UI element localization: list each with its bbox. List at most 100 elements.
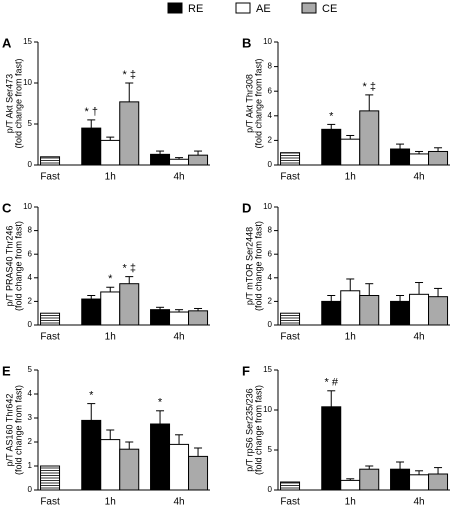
annotation: * ‡ (123, 263, 136, 275)
y-tick-label: 8 (268, 226, 273, 235)
baseline-bar (40, 312, 61, 326)
y-tick-label: 1 (28, 461, 33, 470)
bar (321, 300, 342, 326)
legend-label: CE (322, 3, 337, 15)
y-axis-label: p/T PRAS40 Thr246 (4, 226, 14, 307)
legend-swatch (235, 2, 251, 14)
y-tick-label: 0 (268, 485, 273, 494)
y-tick-label: 2 (28, 297, 33, 306)
legend-swatch (301, 2, 317, 14)
x-tick-label: 4h (173, 497, 184, 508)
x-tick-label: Fast (40, 172, 60, 183)
y-axis-label: (fold change from fast) (253, 385, 263, 475)
y-tick-label: 5 (28, 365, 33, 374)
y-axis-label: p/T AS160 Thr642 (4, 394, 14, 467)
y-tick-label: 4 (268, 111, 273, 120)
bar (340, 138, 361, 166)
bar (188, 455, 209, 491)
y-tick-label: 8 (268, 62, 273, 71)
y-tick-label: 10 (263, 202, 272, 211)
bar (188, 310, 209, 326)
bar (428, 473, 449, 491)
bar (428, 150, 449, 166)
x-tick-label: Fast (280, 332, 300, 343)
bar (119, 448, 140, 491)
y-tick-label: 5 (268, 445, 273, 454)
y-axis-label: p/T mTOR Ser2448 (244, 227, 254, 305)
y-tick-label: 3 (28, 413, 33, 422)
annotation: * † (85, 106, 98, 118)
annotation: * (108, 273, 113, 285)
baseline-bar (280, 152, 301, 166)
panel-letter: D (242, 200, 251, 215)
bar (119, 283, 140, 326)
legend-label: RE (188, 3, 203, 15)
x-tick-label: 4h (413, 497, 424, 508)
y-tick-label: 0 (268, 320, 273, 329)
baseline-bar (40, 156, 61, 166)
y-axis-label: p/T Akt Thr308 (244, 74, 254, 133)
bar (150, 423, 171, 491)
y-tick-label: 8 (28, 226, 33, 235)
y-tick-label: 10 (263, 405, 272, 414)
y-tick-label: 6 (268, 249, 273, 258)
y-tick-label: 10 (263, 37, 272, 46)
bar (169, 158, 190, 166)
panel-letter: B (242, 35, 251, 50)
panel-letter: E (2, 363, 11, 378)
baseline-bar (280, 481, 301, 491)
x-tick-label: 4h (413, 172, 424, 183)
y-tick-label: 15 (263, 365, 272, 374)
y-tick-label: 2 (28, 437, 33, 446)
y-axis-label: p/T Akt Ser473 (4, 74, 14, 133)
y-tick-label: 2 (268, 297, 273, 306)
x-tick-label: 1h (105, 497, 116, 508)
annotation: * ‡ (363, 81, 376, 93)
y-tick-label: 6 (28, 249, 33, 258)
annotation: * (329, 110, 334, 122)
y-axis-label: p/T rpS6 Ser235/236 (244, 388, 254, 471)
annotation: * (158, 397, 163, 409)
legend-swatch (167, 2, 183, 14)
bar (150, 153, 171, 166)
bar (188, 154, 209, 166)
bar (359, 295, 380, 326)
x-tick-label: 1h (105, 332, 116, 343)
bar (150, 309, 171, 326)
x-tick-label: 1h (105, 172, 116, 183)
bar (428, 296, 449, 326)
y-tick-label: 6 (268, 86, 273, 95)
y-tick-label: 0 (268, 160, 273, 169)
y-tick-label: 4 (268, 273, 273, 282)
bar (100, 139, 121, 166)
bar (340, 479, 361, 491)
bar (340, 290, 361, 326)
y-tick-label: 0 (28, 320, 33, 329)
x-tick-label: 1h (345, 497, 356, 508)
bar (81, 127, 102, 166)
bar (100, 439, 121, 491)
bar (321, 406, 342, 491)
x-tick-label: Fast (40, 332, 60, 343)
x-tick-label: 4h (413, 332, 424, 343)
x-tick-label: 4h (173, 332, 184, 343)
y-tick-label: 10 (23, 202, 32, 211)
y-tick-label: 4 (28, 273, 33, 282)
y-tick-label: 4 (28, 389, 33, 398)
annotation: * ‡ (123, 69, 136, 81)
y-tick-label: 10 (23, 78, 32, 87)
x-tick-label: 1h (345, 172, 356, 183)
bar (409, 293, 430, 326)
annotation: * # (325, 377, 339, 389)
bar (169, 311, 190, 326)
x-tick-label: Fast (280, 497, 300, 508)
y-axis-label: (fold change from fast) (13, 58, 23, 148)
bar (390, 148, 411, 166)
y-axis-label: (fold change from fast) (13, 385, 23, 475)
y-axis-label: (fold change from fast) (13, 221, 23, 311)
bar (169, 443, 190, 491)
y-tick-label: 15 (23, 37, 32, 46)
y-tick-label: 0 (28, 160, 33, 169)
y-tick-label: 5 (28, 119, 33, 128)
